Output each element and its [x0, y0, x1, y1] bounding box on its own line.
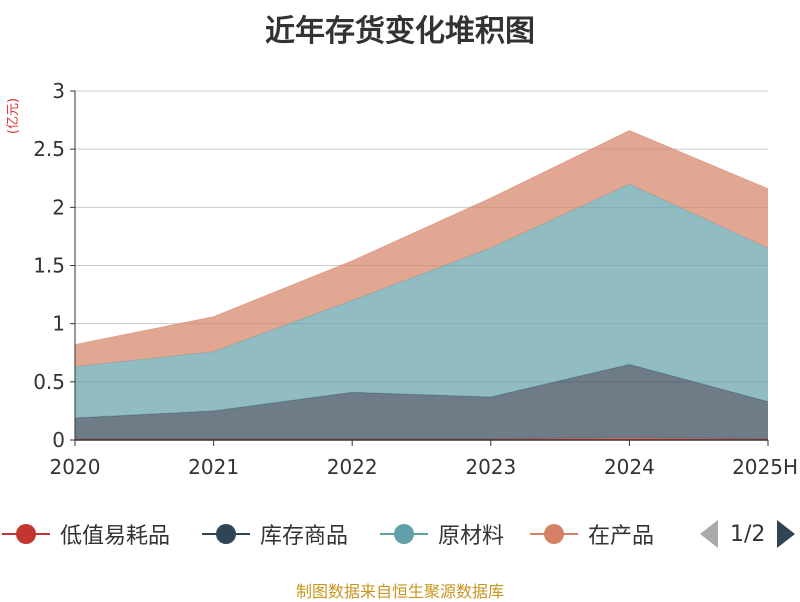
data-source-note: 制图数据来自恒生聚源数据库	[295, 582, 504, 601]
y-tick-label: 1	[52, 312, 65, 336]
legend-marker-icon	[2, 516, 50, 552]
legend-next-arrow-icon[interactable]	[777, 520, 796, 548]
series-line-2	[74, 183, 769, 368]
y-tick-label: 2	[52, 195, 65, 219]
x-tick-label: 2022	[327, 455, 378, 479]
y-tick-label: 2.5	[33, 137, 65, 161]
axes: 0 0.5 1 1.5 2 2.5 3 2020 2021 2022 2023 2024 2025H	[33, 79, 798, 479]
legend-label: 低值易耗品	[60, 524, 171, 549]
y-tick-label: 3	[52, 79, 65, 103]
legend-label: 在产品	[588, 524, 655, 549]
x-tick-label: 2025H	[732, 455, 798, 479]
area-series-3[interactable]	[75, 130, 768, 367]
area-series	[74, 130, 769, 440]
series-line-3	[74, 130, 769, 346]
legend-page-indicator: 1/2	[730, 521, 766, 547]
chart-title: 近年存货变化堆积图	[265, 14, 535, 49]
legend-label: 原材料	[438, 524, 505, 549]
x-tick-label: 2020	[50, 455, 101, 479]
legend-label: 库存商品	[260, 524, 349, 549]
legend-item-1[interactable]: 库存商品	[202, 516, 348, 552]
legend-marker-icon	[380, 516, 428, 552]
area-series-1[interactable]	[75, 364, 768, 439]
legend-marker-icon	[202, 516, 250, 552]
legend: 低值易耗品 库存商品 原材料 在产品	[0, 516, 800, 556]
y-tick-label: 0.5	[33, 370, 65, 394]
legend-pager: 1/2	[700, 516, 796, 552]
area-series-2[interactable]	[75, 184, 768, 418]
x-tick-label: 2024	[604, 455, 655, 479]
x-tick-label: 2023	[465, 455, 516, 479]
legend-prev-arrow-icon[interactable]	[700, 520, 718, 548]
y-axis-unit-label: (亿元)	[6, 98, 21, 134]
x-tick-label: 2021	[188, 455, 239, 479]
legend-item-0[interactable]: 低值易耗品	[2, 516, 170, 552]
legend-item-2[interactable]: 原材料	[380, 516, 504, 552]
y-tick-label: 1.5	[33, 254, 65, 278]
y-tick-label: 0	[52, 428, 65, 452]
legend-marker-icon	[530, 516, 578, 552]
legend-item-3[interactable]: 在产品	[530, 516, 654, 552]
